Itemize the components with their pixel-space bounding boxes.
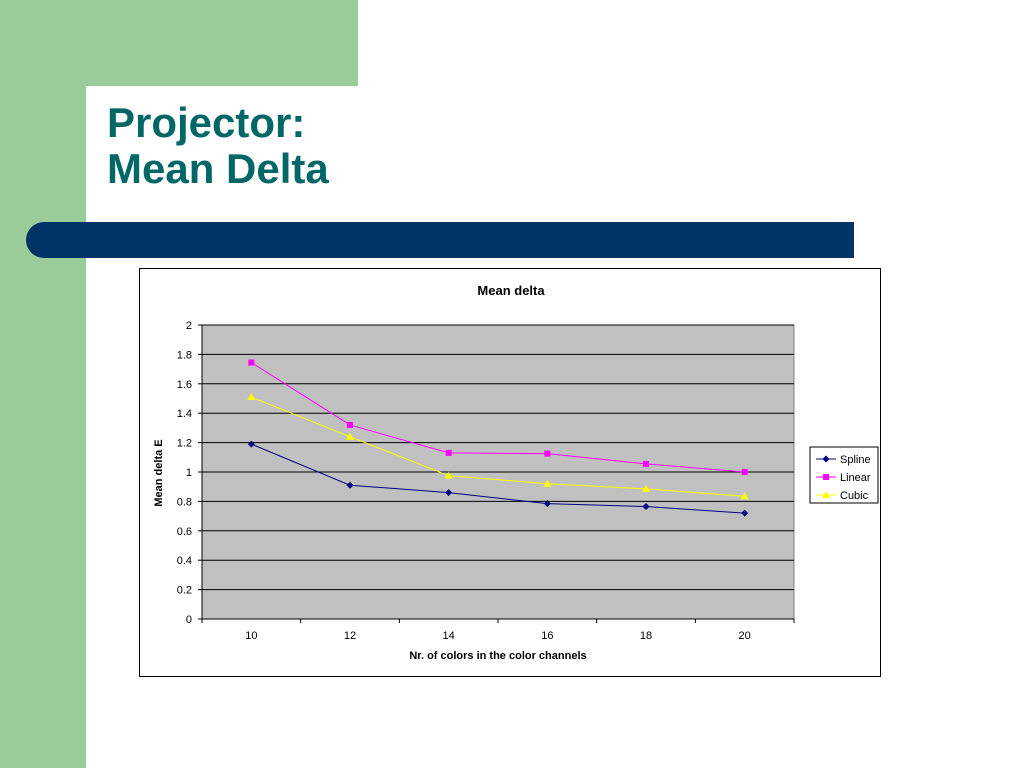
data-point-spline <box>445 489 453 497</box>
legend-label-linear: Linear <box>840 472 871 484</box>
series-line-cubic <box>251 396 745 497</box>
legend-label-spline: Spline <box>840 454 871 466</box>
data-point-spline <box>543 500 551 508</box>
data-point-linear <box>741 469 748 475</box>
slide-title-line-2: Mean Delta <box>107 145 329 192</box>
y-tick-label: 0 <box>186 614 192 626</box>
slide-title-line-1: Projector: <box>107 99 306 146</box>
data-point-cubic <box>642 484 650 492</box>
y-axis-label: Mean delta E <box>153 439 165 506</box>
x-tick-label: 20 <box>739 630 751 642</box>
y-tick-label: 2 <box>186 320 192 332</box>
legend-marker-spline <box>822 455 830 463</box>
top-decoration-block <box>0 0 358 86</box>
x-tick-label: 12 <box>344 630 356 642</box>
x-tick-label: 10 <box>245 630 257 642</box>
chart-frame: Mean delta 0 0.2 0.4 0.6 0.8 1 1.2 1.4 1.6 1.8 2 10… <box>139 268 881 677</box>
data-point-linear <box>544 450 551 457</box>
left-decoration-strip <box>0 0 86 768</box>
series-line-linear <box>251 362 745 473</box>
data-point-spline <box>741 509 749 517</box>
x-axis-label: Nr. of colors in the color channels <box>409 650 586 662</box>
data-point-spline <box>247 440 255 448</box>
plot-area: 0 0.2 0.4 0.6 0.8 1 1.2 1.4 1.6 1.8 2 10 12 14 16 18 20 <box>177 320 795 642</box>
content-corner <box>86 86 206 206</box>
legend-marker-linear <box>823 474 829 480</box>
y-tick-label: 0.4 <box>177 555 192 567</box>
legend-label-cubic: Cubic <box>840 490 869 502</box>
y-tick-label: 1.6 <box>177 379 192 391</box>
title-divider-bar <box>26 222 854 258</box>
chart-title: Mean delta <box>477 283 545 298</box>
data-point-cubic <box>444 471 453 479</box>
y-tick-label: 1.2 <box>177 438 192 450</box>
y-tick-label: 1.8 <box>177 349 192 361</box>
x-tick-label: 16 <box>541 630 553 642</box>
y-tick-label: 0.2 <box>177 585 192 597</box>
line-chart: Mean delta 0 0.2 0.4 0.6 0.8 1 1.2 1.4 1.6 1.8 2 10… <box>153 283 879 662</box>
data-point-linear <box>445 449 452 456</box>
chart-legend: Spline Linear Cubic <box>809 446 879 504</box>
x-tick-label: 14 <box>443 630 455 642</box>
data-point-cubic <box>543 479 552 487</box>
data-point-cubic <box>346 432 354 440</box>
y-tick-label: 1 <box>186 467 192 479</box>
data-point-linear <box>248 359 255 366</box>
data-point-spline <box>642 503 650 511</box>
data-point-cubic <box>740 492 749 500</box>
x-tick-label: 18 <box>640 630 652 642</box>
slide-title: Projector: Mean Delta <box>107 100 329 192</box>
data-point-linear <box>643 460 649 467</box>
legend-box <box>809 446 879 504</box>
data-point-cubic <box>247 393 256 401</box>
legend-marker-cubic <box>822 491 830 498</box>
data-point-linear <box>347 421 353 428</box>
y-tick-label: 0.8 <box>177 496 192 508</box>
y-tick-label: 0.6 <box>177 526 192 538</box>
series-line-spline <box>251 443 745 514</box>
y-tick-label: 1.4 <box>177 408 192 420</box>
data-point-spline <box>346 481 354 489</box>
